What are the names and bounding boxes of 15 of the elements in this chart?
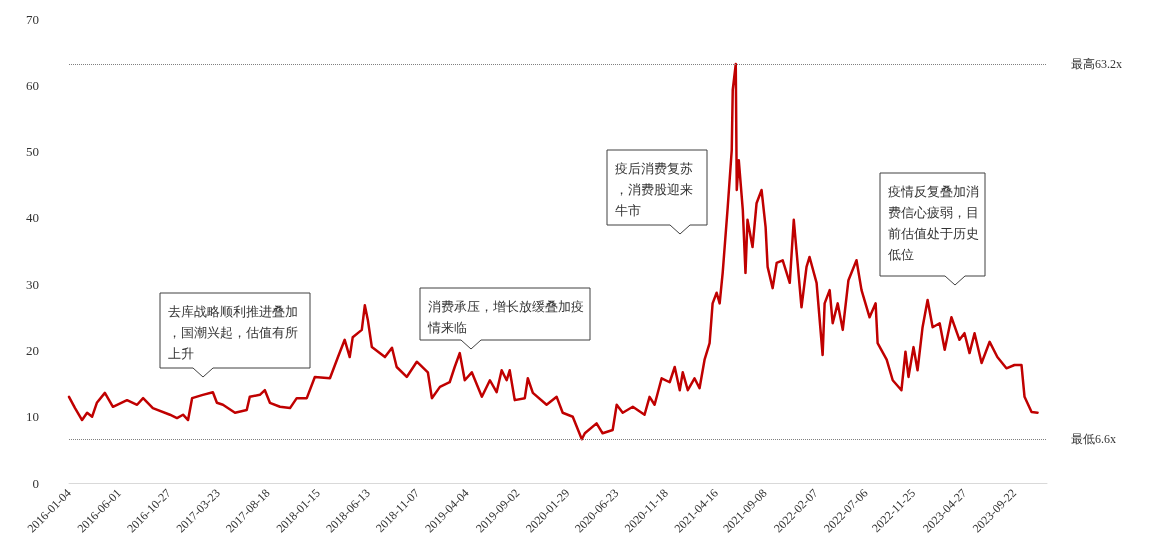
- y-tick-label: 0: [32, 475, 39, 491]
- y-tick-label: 60: [26, 77, 39, 93]
- line-series: [67, 62, 1039, 441]
- annotation: 疫后消费复苏，消费股迎来牛市: [615, 161, 693, 218]
- y-tick-label: 40: [26, 210, 39, 226]
- annotation: 疫情反复叠加消费信心疲弱，目前估值处于历史低位: [888, 184, 979, 262]
- annotation: 去库战略顺利推进叠加，国潮兴起，估值有所上升: [168, 304, 298, 361]
- y-tick-label: 20: [26, 342, 39, 358]
- y-tick-label: 70: [26, 11, 39, 27]
- y-tick-label: 50: [26, 144, 39, 160]
- ref-line-label: 最高63.2x: [1071, 57, 1122, 72]
- y-tick-label: 30: [26, 276, 39, 292]
- y-tick-label: 10: [26, 409, 39, 425]
- annotation: 消费承压，增长放缓叠加疫情来临: [427, 299, 584, 335]
- ref-line-label: 最低6.6x: [1071, 432, 1116, 447]
